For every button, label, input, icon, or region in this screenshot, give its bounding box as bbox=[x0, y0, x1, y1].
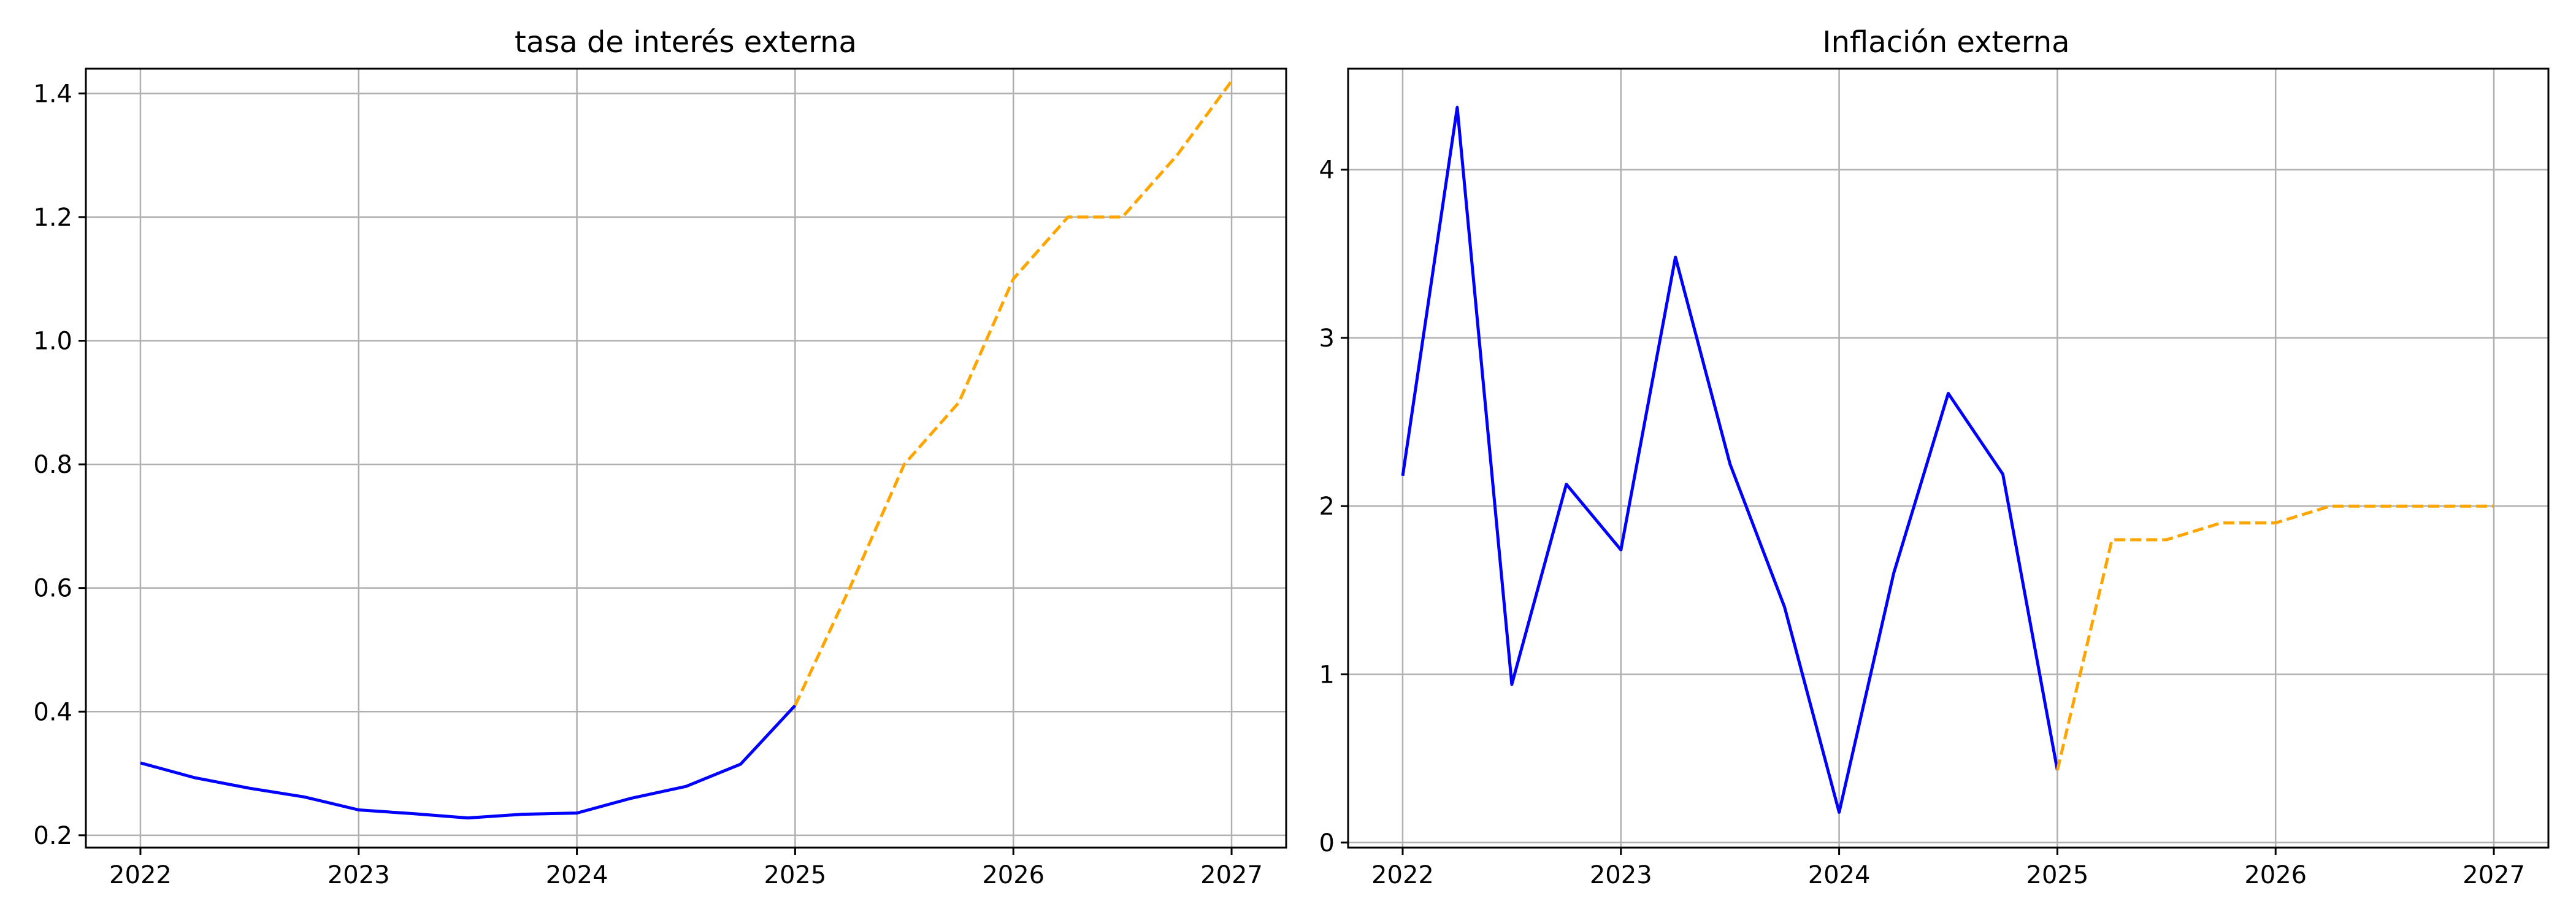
plot-frame bbox=[1347, 67, 2550, 849]
y-tick-label: 0.6 bbox=[33, 575, 72, 603]
interest-rate-chart: tasa de interés externa 2022 2023 2024 2025… bbox=[33, 25, 1287, 889]
y-tick-label: 0 bbox=[1319, 829, 1335, 857]
y-tick-label: 4 bbox=[1319, 156, 1335, 185]
forecast-series-line bbox=[794, 80, 1233, 707]
axis-ticks: 2022 2023 2024 2025 2026 2027 0 1 2 3 4 bbox=[1319, 156, 2525, 889]
series-group bbox=[1401, 105, 2494, 814]
y-tick-label: 1 bbox=[1319, 661, 1335, 689]
x-tick-label: 2023 bbox=[1590, 861, 1652, 889]
grid bbox=[86, 69, 1286, 848]
forecast-series-line bbox=[2055, 504, 2494, 771]
historical-series-line bbox=[1401, 105, 2059, 814]
x-tick-label: 2022 bbox=[1371, 861, 1434, 889]
x-tick-label: 2025 bbox=[2026, 861, 2089, 889]
x-tick-label: 2026 bbox=[2244, 861, 2307, 889]
grid bbox=[1348, 69, 2548, 848]
y-tick-label: 3 bbox=[1319, 324, 1335, 353]
x-tick-label: 2027 bbox=[2463, 861, 2525, 889]
x-tick-label: 2024 bbox=[1808, 861, 1871, 889]
historical-series-line bbox=[140, 704, 797, 820]
x-tick-label: 2023 bbox=[328, 861, 390, 889]
axis-ticks: 2022 2023 2024 2025 2026 2027 0.2 0.4 0.6 0.8 1.0 1… bbox=[33, 80, 1263, 889]
y-tick-label: 0.8 bbox=[33, 451, 72, 479]
x-tick-label: 2026 bbox=[982, 861, 1045, 889]
y-tick-label: 1.2 bbox=[33, 204, 72, 232]
y-tick-label: 2 bbox=[1319, 493, 1335, 521]
plot-frame bbox=[85, 67, 1287, 849]
y-tick-label: 0.4 bbox=[33, 698, 72, 726]
x-tick-label: 2027 bbox=[1200, 861, 1263, 889]
x-tick-label: 2024 bbox=[546, 861, 608, 889]
inflation-chart: Inflación externa 2022 2023 2024 2025 2026 20… bbox=[1319, 25, 2550, 889]
series-group bbox=[140, 80, 1233, 820]
y-tick-label: 0.2 bbox=[33, 822, 72, 850]
chart-title: tasa de interés externa bbox=[515, 25, 857, 59]
y-tick-label: 1.0 bbox=[33, 327, 72, 355]
x-tick-label: 2025 bbox=[764, 861, 827, 889]
y-tick-label: 1.4 bbox=[33, 80, 72, 108]
chart-title: Inflación externa bbox=[1822, 25, 2069, 59]
x-tick-label: 2022 bbox=[109, 861, 172, 889]
